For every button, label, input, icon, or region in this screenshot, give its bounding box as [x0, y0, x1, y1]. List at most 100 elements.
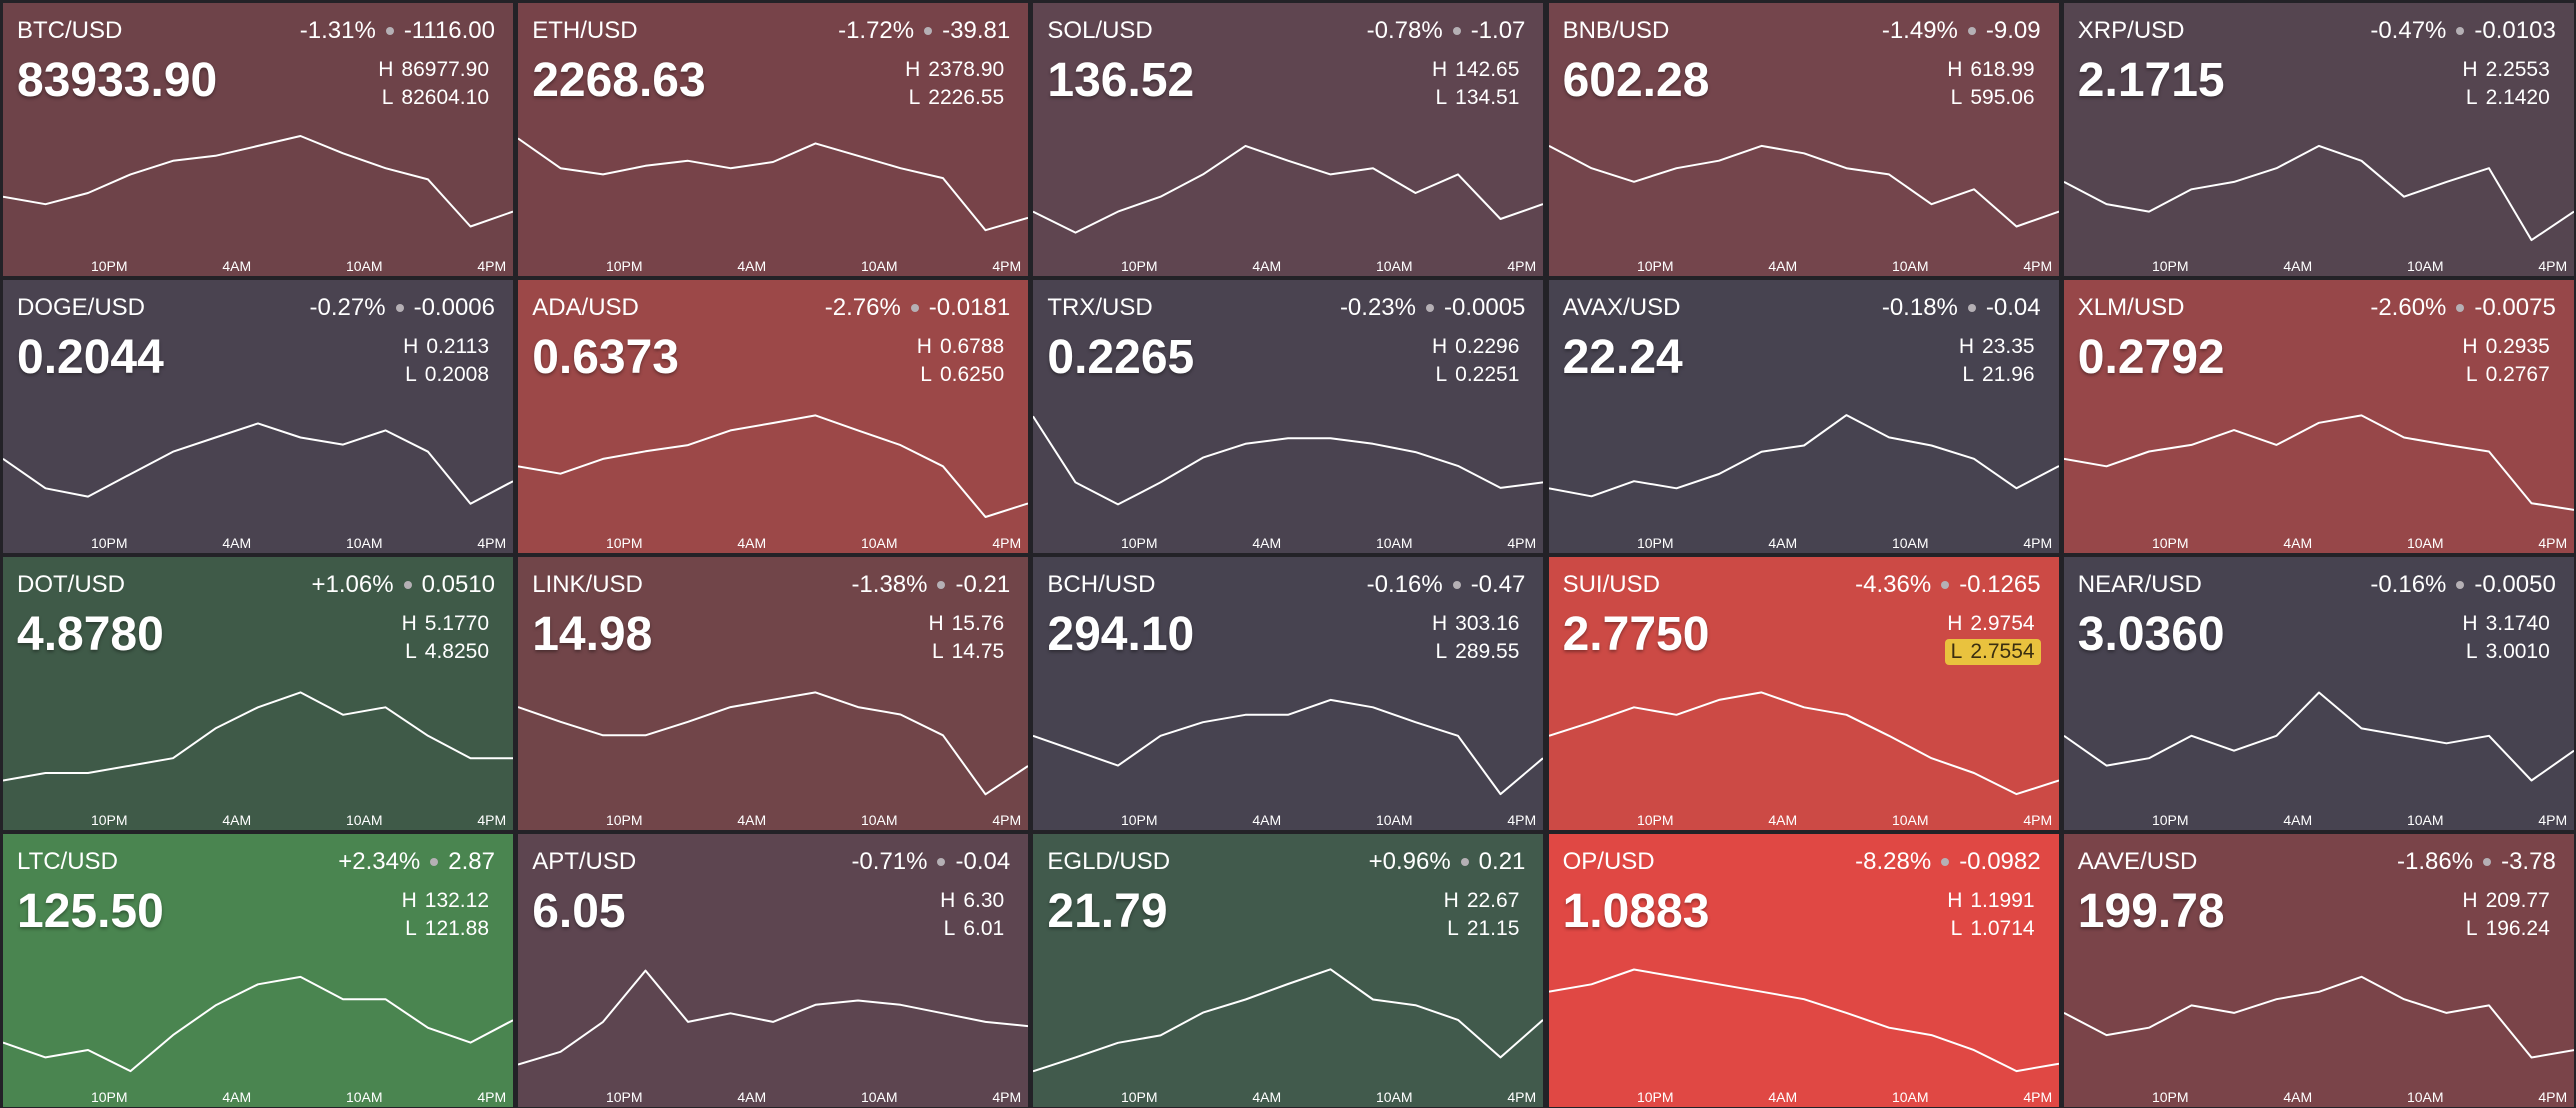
- time-label: 10PM: [91, 812, 128, 828]
- high-label: H: [1431, 58, 1448, 81]
- separator-dot: [385, 27, 394, 35]
- low-value: 4.8250: [424, 640, 489, 663]
- change-percent: -0.78%: [1366, 17, 1443, 44]
- time-label: 10AM: [861, 258, 898, 274]
- time-label: 10PM: [606, 258, 643, 274]
- sparkline: 10PM 4AM 10AM 4PM: [518, 137, 1029, 274]
- price: 3.0360: [2077, 608, 2225, 661]
- sparkline: 10PM 4AM 10AM 4PM: [2063, 414, 2574, 551]
- price: 14.98: [532, 608, 653, 661]
- time-label: 10PM: [91, 535, 128, 551]
- change-value: -0.0982: [1959, 848, 2041, 875]
- low-value: 2.7554: [1970, 640, 2035, 663]
- high-row: H 303.16: [1426, 611, 1525, 637]
- pair-name: BNB/USD: [1562, 17, 1670, 44]
- low-label: L: [1435, 86, 1448, 109]
- high-row: H 2.9754: [1941, 611, 2040, 637]
- time-label: 10AM: [346, 1089, 383, 1105]
- separator-dot: [1967, 304, 1976, 312]
- ticker-tile: 10PM 4AM 10AM 4PM APT/USD 6.05 -0.71% -0.04 H 6.3…: [518, 834, 1029, 1107]
- change-value: -0.0006: [413, 294, 495, 321]
- high-value: 15.76: [951, 612, 1005, 635]
- sparkline: 10PM 4AM 10AM 4PM: [3, 691, 513, 828]
- price-line: [1033, 698, 1544, 796]
- time-label: 4AM: [1768, 535, 1797, 551]
- sparkline: 10PM 4AM 10AM 4PM: [1548, 144, 2059, 274]
- time-label: 4PM: [1508, 1089, 1537, 1105]
- low-label: L: [1447, 917, 1459, 940]
- price-line: [3, 975, 513, 1073]
- price: 0.2265: [1047, 331, 1195, 384]
- time-label: 4PM: [2538, 535, 2567, 551]
- ticker-tile: 10PM 4AM 10AM 4PM BTC/USD 83933.90 -1.31% -1116…: [3, 3, 513, 276]
- change-row: -1.49% -9.09: [1882, 17, 2041, 45]
- time-label: 4PM: [993, 535, 1022, 551]
- change-row: +0.96% 0.21: [1369, 848, 1526, 876]
- time-label: 10AM: [346, 812, 383, 828]
- separator-dot: [924, 27, 933, 35]
- high-label: H: [401, 612, 417, 635]
- low-label: L: [908, 86, 921, 109]
- high-row: H 618.99: [1941, 57, 2040, 83]
- high-row: H 86977.90: [372, 57, 495, 83]
- sparkline: 10PM 4AM 10AM 4PM: [2063, 975, 2574, 1105]
- time-label: 10PM: [1637, 258, 1674, 274]
- pair-name: ETH/USD: [532, 17, 638, 44]
- time-label: 4PM: [1508, 258, 1537, 274]
- change-row: +2.34% 2.87: [338, 848, 495, 876]
- separator-dot: [2483, 858, 2492, 866]
- time-label: 10AM: [2407, 1089, 2444, 1105]
- change-row: -0.16% -0.0050: [2370, 571, 2555, 599]
- separator-dot: [1452, 581, 1461, 589]
- time-label: 10PM: [2152, 258, 2189, 274]
- time-label: 10PM: [91, 258, 128, 274]
- change-percent: -0.27%: [309, 294, 386, 321]
- time-label: 10PM: [1637, 812, 1674, 828]
- time-label: 10PM: [2152, 812, 2189, 828]
- ticker-tile: 10PM 4AM 10AM 4PM ETH/USD 2268.63 -1.72% -39.81…: [518, 3, 1029, 276]
- low-label: L: [2465, 363, 2478, 386]
- high-label: H: [1431, 335, 1448, 358]
- sparkline: 10PM 4AM 10AM 4PM: [2063, 144, 2574, 274]
- low-row: L 2.7554: [1944, 639, 2041, 665]
- time-label: 10PM: [1121, 812, 1158, 828]
- price-line: [1033, 144, 1544, 234]
- high-row: H 15.76: [922, 611, 1010, 637]
- low-row: L 0.2008: [399, 362, 495, 388]
- change-percent: -0.71%: [851, 848, 928, 875]
- pair-name: AVAX/USD: [1562, 294, 1681, 321]
- time-label: 4AM: [1253, 535, 1282, 551]
- change-percent: +0.96%: [1368, 848, 1451, 875]
- change-percent: -1.86%: [2397, 848, 2474, 875]
- price: 199.78: [2077, 885, 2225, 938]
- change-value: -0.1265: [1959, 571, 2041, 598]
- price-line: [2063, 975, 2574, 1059]
- low-label: L: [1435, 640, 1448, 663]
- pair-name: ADA/USD: [532, 294, 639, 321]
- time-label: 10AM: [1892, 535, 1929, 551]
- change-value: -1116.00: [403, 17, 495, 44]
- time-label: 10AM: [1376, 258, 1413, 274]
- sparkline: 10PM 4AM 10AM 4PM: [1033, 968, 1544, 1105]
- high-value: 142.65: [1455, 58, 1520, 81]
- price-line: [3, 691, 513, 782]
- high-row: H 0.2113: [397, 334, 495, 360]
- price: 4.8780: [17, 608, 164, 661]
- change-percent: -0.16%: [2370, 571, 2447, 598]
- sparkline: 10PM 4AM 10AM 4PM: [518, 969, 1029, 1105]
- low-value: 21.15: [1466, 917, 1520, 940]
- time-label: 10AM: [1892, 258, 1929, 274]
- time-label: 4PM: [477, 812, 506, 828]
- change-percent: +1.06%: [311, 571, 394, 598]
- time-label: 10AM: [861, 812, 898, 828]
- change-value: -3.78: [2501, 848, 2556, 875]
- change-row: -1.31% -1116.00: [300, 17, 495, 45]
- high-label: H: [378, 58, 394, 81]
- pair-name: LINK/USD: [532, 571, 643, 598]
- high-label: H: [1431, 612, 1448, 635]
- ticker-tile: 10PM 4AM 10AM 4PM LTC/USD 125.50 +2.34% 2.87 H 13…: [3, 834, 513, 1107]
- low-value: 3.0010: [2485, 640, 2550, 663]
- change-row: -0.27% -0.0006: [310, 294, 495, 322]
- high-row: H 0.2935: [2456, 334, 2555, 360]
